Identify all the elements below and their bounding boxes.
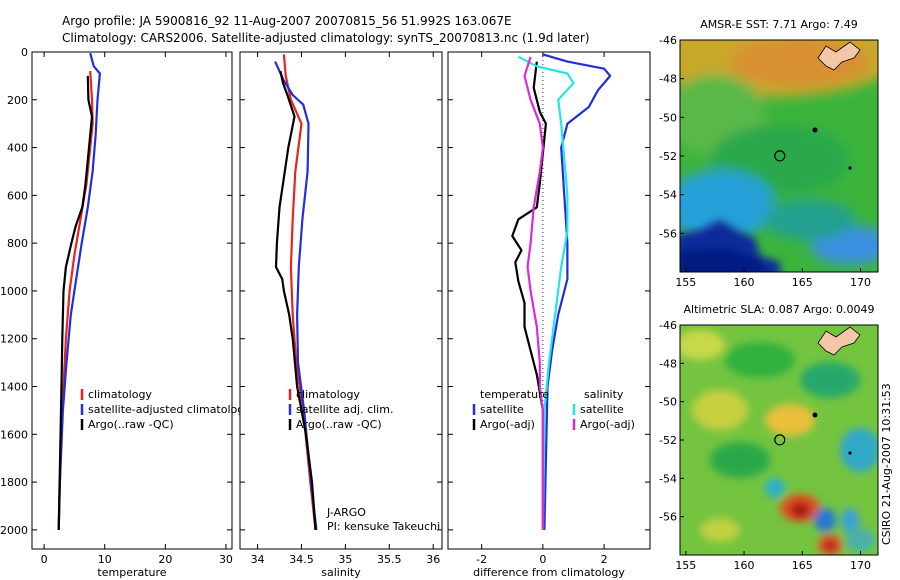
sst_map-title: AMSR-E SST: 7.71 Argo: 7.49 (700, 18, 858, 31)
salinity-annotation-program: J-ARGO (326, 506, 366, 519)
difference-legend-header-temperature: temperature (480, 388, 549, 401)
salinity-xtick-label: 34 (251, 553, 265, 566)
sst_map-xtick-label: 165 (792, 276, 813, 289)
salinity-series-argo-raw-qc- (274, 70, 317, 530)
temperature-legend-label: climatology (88, 388, 152, 401)
temperature-xlabel: temperature (97, 566, 166, 579)
temperature-ytick-label: 400 (7, 142, 28, 155)
temperature-ytick-label: 1200 (0, 333, 28, 346)
temperature-ytick-label: 2000 (0, 524, 28, 537)
figure-title-line1: Argo profile: JA 5900816_92 11-Aug-2007 … (62, 14, 512, 28)
sla_map-ytick-label: -54 (659, 472, 677, 485)
salinity-xtick-label: 34.5 (289, 553, 314, 566)
sla-map-image (680, 325, 878, 555)
timestamp-stamp: CSIRO 21-Aug-2007 10:31:53 (880, 383, 893, 545)
sla_map-xtick-label: 155 (675, 559, 696, 572)
difference-xtick-label: -2 (476, 553, 487, 566)
difference-axes-frame (447, 51, 651, 550)
temperature-series-argo-raw-qc- (57, 75, 94, 530)
temperature-axes-frame (31, 51, 233, 550)
sst_map-ytick-label: -50 (659, 111, 677, 124)
sla_map-ytick-label: -52 (659, 434, 677, 447)
temperature-ytick-label: 1400 (0, 381, 28, 394)
sla_map-xtick-label: 165 (792, 559, 813, 572)
salinity-legend-label: climatology (296, 388, 360, 401)
difference-series-salinity-argo-adj- (523, 56, 544, 530)
sla_map-argo-location-marker (774, 434, 786, 446)
salinity-annotation-pi: PI: kensuke Takeuchi (327, 520, 440, 533)
sst_map-panel: AMSR-E SST: 7.71 Argo: 7.49 155 160 165 170 -… (659, 18, 879, 289)
temperature-legend-label: satellite-adjusted climatology (88, 403, 251, 416)
sst_map-ytick-label: -54 (659, 189, 677, 202)
sst_map-xtick-label: 155 (675, 276, 696, 289)
salinity-xtick-label: 35 (338, 553, 352, 566)
sst-map-image (680, 40, 878, 272)
salinity-axes-frame (239, 51, 443, 550)
difference-xtick-label: 2 (601, 553, 608, 566)
sla_map-xtick-label: 160 (734, 559, 755, 572)
difference-series-temperature-argo-adj- (511, 61, 547, 530)
temperature-legend-label: Argo(..raw -QC) (88, 418, 174, 431)
sst_map-ytick-label: -48 (659, 73, 677, 86)
sst_map-ytick-label: -56 (659, 227, 677, 240)
difference-series-temperature-satellite (542, 53, 612, 530)
temperature-ytick-label: 800 (7, 237, 28, 250)
sla_map-ytick-label: -56 (659, 511, 677, 524)
salinity-legend-label: Argo(..raw -QC) (296, 418, 382, 431)
sla_map-ytick-label: -46 (659, 319, 677, 332)
difference-legend-label: satellite (480, 403, 524, 416)
difference-xlabel: difference from climatology (473, 566, 625, 579)
sla_map-panel: Altimetric SLA: 0.087 Argo: 0.0049 155 160… (659, 303, 879, 572)
sla_map-ytick-label: -48 (659, 357, 677, 370)
difference-legend-header-salinity: salinity (584, 388, 624, 401)
sst_map-argo-location-marker (774, 150, 786, 162)
temperature-ytick-label: 200 (7, 94, 28, 107)
salinity-panel: 34 34.5 35 35.5 36 salinity climatology satelli… (239, 51, 443, 579)
sst_map-xtick-label: 170 (850, 276, 871, 289)
temperature-ytick-label: 600 (7, 189, 28, 202)
sst_map-ytick-label: -52 (659, 150, 677, 163)
difference-series-salinity-satellite (517, 55, 575, 530)
salinity-xlabel: salinity (321, 566, 361, 579)
salinity-xtick-label: 36 (426, 553, 440, 566)
sla_map-ytick-label: -50 (659, 396, 677, 409)
temperature-ytick-label: 1800 (0, 476, 28, 489)
difference-xtick-label: 0 (539, 553, 546, 566)
temperature-series-satellite-adjusted-climatology (57, 52, 101, 530)
salinity-xtick-label: 35.5 (377, 553, 402, 566)
sla_map-title: Altimetric SLA: 0.087 Argo: 0.0049 (683, 303, 874, 316)
temperature-xtick-label: 30 (219, 553, 233, 566)
sst_map-ytick-label: -46 (659, 34, 677, 47)
temperature-ytick-label: 1600 (0, 428, 28, 441)
salinity-legend-label: satellite adj. clim. (296, 403, 393, 416)
figure-title-line2: Climatology: CARS2006. Satellite-adjuste… (62, 31, 590, 45)
sla_map-xtick-label: 170 (850, 559, 871, 572)
temperature-panel: 0 200 400 600 800 1000 1200 1400 1600 1800 2000 0 10… (0, 46, 251, 579)
difference-legend-label: Argo(-adj) (580, 418, 635, 431)
temperature-xtick-label: 10 (98, 553, 112, 566)
salinity-series-satellite-adj-clim- (274, 61, 318, 531)
temperature-ytick-label: 0 (21, 46, 28, 59)
temperature-xtick-label: 20 (158, 553, 172, 566)
difference-legend-label: Argo(-adj) (480, 418, 535, 431)
temperature-xtick-label: 0 (41, 553, 48, 566)
sst_map-xtick-label: 160 (734, 276, 755, 289)
temperature-ytick-label: 1000 (0, 285, 28, 298)
difference-legend-label: satellite (580, 403, 624, 416)
